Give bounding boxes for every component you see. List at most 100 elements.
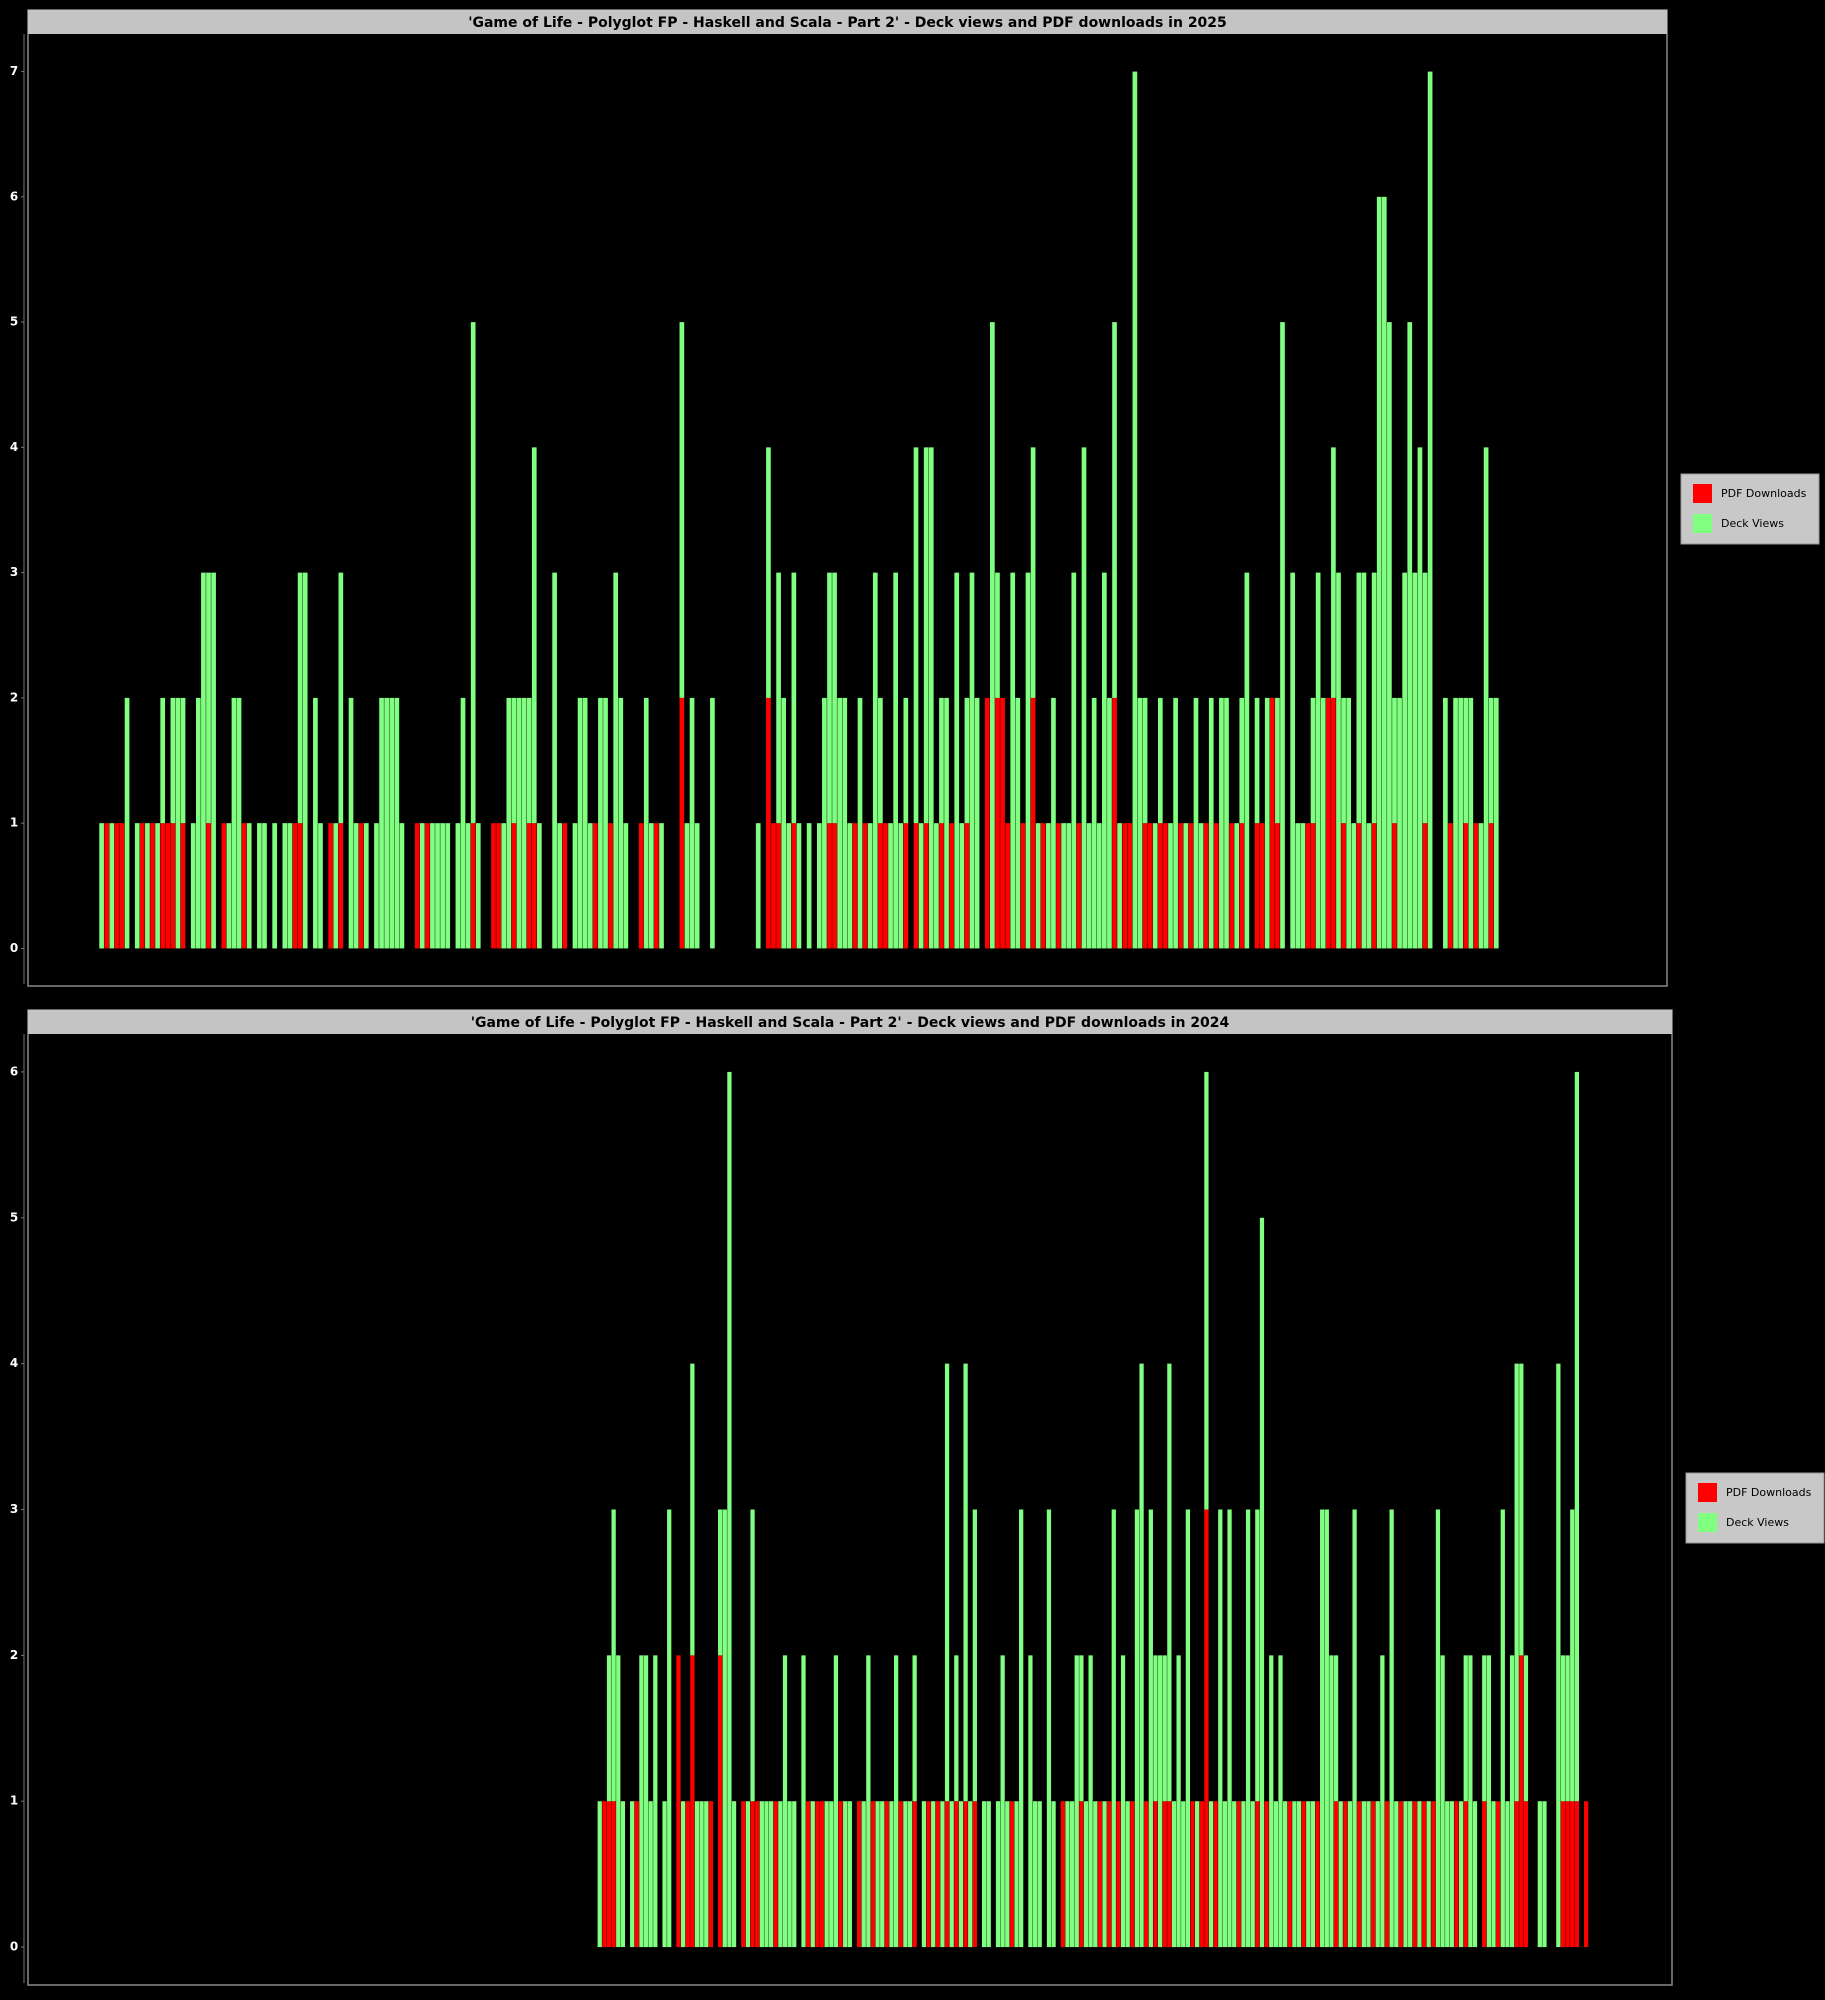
bar-segment bbox=[778, 1801, 783, 1948]
bar-segment bbox=[776, 572, 781, 824]
bar-segment bbox=[1096, 823, 1102, 949]
bar-segment bbox=[241, 823, 247, 949]
bar-segment bbox=[1193, 697, 1199, 949]
bar-segment bbox=[616, 1655, 621, 1948]
bar-segment bbox=[1295, 823, 1301, 949]
bar-segment bbox=[1148, 1509, 1153, 1948]
y-tick-label: 5 bbox=[10, 315, 18, 329]
bar-segment bbox=[912, 1801, 917, 1948]
bar-segment bbox=[598, 697, 603, 949]
bar-segment bbox=[1296, 1801, 1302, 1948]
bar-segment bbox=[318, 823, 323, 949]
bar-segment bbox=[572, 823, 578, 949]
bar-segment bbox=[699, 1801, 704, 1948]
bar-segment bbox=[1107, 697, 1112, 949]
bar-segment bbox=[718, 1655, 723, 1948]
bar-segment bbox=[206, 572, 211, 824]
bar-segment bbox=[1320, 1509, 1325, 1948]
legend-label: Deck Views bbox=[1726, 1516, 1789, 1529]
bar-segment bbox=[768, 1801, 774, 1948]
bar-segment bbox=[1167, 1363, 1172, 1802]
bar-segment bbox=[1076, 823, 1082, 949]
chart-title: 'Game of Life - Polyglot FP - Haskell an… bbox=[468, 15, 1227, 31]
bar-segment bbox=[99, 823, 104, 949]
y-tick-label: 0 bbox=[10, 941, 18, 955]
bar-segment bbox=[639, 1655, 644, 1948]
bar-segment bbox=[221, 823, 227, 949]
bar-segment bbox=[893, 572, 898, 949]
bar-segment bbox=[796, 823, 802, 949]
bar-segment bbox=[1000, 1655, 1005, 1948]
bar-segment bbox=[867, 823, 873, 949]
bar-segment bbox=[1482, 1801, 1487, 1948]
bar-segment bbox=[659, 823, 664, 949]
bar-segment bbox=[1025, 572, 1031, 949]
bar-segment bbox=[667, 1509, 672, 1948]
bar-segment bbox=[1278, 1655, 1283, 1948]
bar-segment bbox=[1333, 1801, 1339, 1948]
y-tick-label: 1 bbox=[10, 1794, 18, 1808]
bar-segment bbox=[832, 823, 837, 949]
bar-segment bbox=[782, 1655, 788, 1948]
bar-segment bbox=[521, 697, 527, 949]
bar-segment bbox=[1264, 1801, 1269, 1948]
bar-segment bbox=[287, 823, 293, 949]
bar-segment bbox=[1269, 1655, 1274, 1948]
bar-segment bbox=[399, 823, 405, 949]
bar-segment bbox=[731, 1801, 737, 1948]
bar-segment bbox=[1032, 1801, 1038, 1948]
bar-segment bbox=[1392, 823, 1397, 949]
bar-segment bbox=[1570, 1801, 1575, 1948]
y-tick-label: 4 bbox=[10, 1356, 18, 1370]
bar-segment bbox=[875, 1801, 880, 1948]
bar-segment bbox=[1188, 823, 1194, 949]
bar-segment bbox=[959, 823, 965, 949]
bar-segment bbox=[1176, 1655, 1181, 1948]
bar-segment bbox=[114, 823, 120, 949]
bar-segment bbox=[1173, 697, 1178, 949]
bar-segment bbox=[898, 1801, 903, 1948]
bar-segment bbox=[643, 1655, 649, 1948]
bar-segment bbox=[292, 823, 298, 949]
bar-segment bbox=[824, 1801, 829, 1948]
bar-segment bbox=[1222, 1801, 1228, 1948]
bar-segment bbox=[1125, 1801, 1130, 1948]
bar-segment bbox=[1254, 823, 1260, 949]
bar-segment bbox=[926, 1801, 931, 1948]
bar-segment bbox=[1079, 1655, 1084, 1802]
bar-segment bbox=[1287, 1801, 1292, 1948]
bar-segment bbox=[1273, 1801, 1278, 1948]
bar-segment bbox=[689, 697, 695, 949]
bar-segment bbox=[866, 1655, 871, 1948]
bar-segment bbox=[843, 1801, 848, 1948]
bar-segment bbox=[1037, 1801, 1042, 1948]
bar-segment bbox=[1275, 697, 1280, 824]
bar-segment bbox=[1523, 1655, 1529, 1802]
bar-segment bbox=[1102, 1801, 1107, 1948]
bar-segment bbox=[1088, 1655, 1093, 1948]
bar-segment bbox=[531, 823, 537, 949]
bar-segment bbox=[949, 823, 954, 949]
bar-segment bbox=[414, 823, 420, 949]
bar-segment bbox=[1408, 1801, 1413, 1948]
bar-segment bbox=[109, 823, 115, 949]
bar-segment bbox=[1111, 1509, 1116, 1948]
bar-segment bbox=[160, 823, 166, 949]
bar-segment bbox=[972, 1801, 977, 1948]
bar-segment bbox=[1280, 322, 1285, 949]
bar-segment bbox=[338, 823, 344, 949]
bar-segment bbox=[1162, 1801, 1167, 1948]
bar-segment bbox=[958, 1801, 964, 1948]
bar-segment bbox=[297, 823, 303, 949]
bar-segment bbox=[1239, 697, 1245, 824]
bar-segment bbox=[1356, 823, 1362, 949]
bar-segment bbox=[1020, 823, 1026, 949]
bar-segment bbox=[201, 572, 206, 949]
bar-segment bbox=[1066, 823, 1072, 949]
y-tick-label: 7 bbox=[10, 64, 18, 78]
bar-segment bbox=[1500, 1509, 1505, 1948]
legend-label: PDF Downloads bbox=[1726, 1486, 1812, 1499]
bar-segment bbox=[313, 697, 318, 949]
bar-segment bbox=[1331, 697, 1336, 949]
